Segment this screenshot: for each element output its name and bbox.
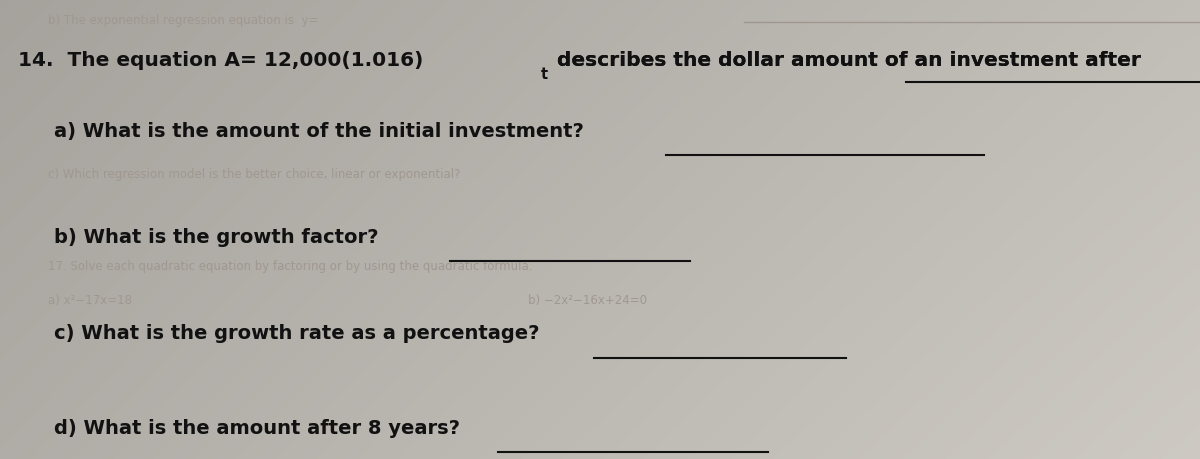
Text: b) The exponential regression equation is  y=: b) The exponential regression equation i… <box>48 14 318 27</box>
Text: c) Which regression model is the better choice, linear or exponential?: c) Which regression model is the better … <box>48 168 461 180</box>
Text: a) What is the amount of the initial investment?: a) What is the amount of the initial inv… <box>54 122 584 140</box>
Text: b) −2x²−16x+24=0: b) −2x²−16x+24=0 <box>528 294 647 307</box>
Text: describes the dollar amount of an investment after: describes the dollar amount of an invest… <box>551 50 1148 69</box>
Text: d) What is the amount after 8 years?: d) What is the amount after 8 years? <box>54 418 460 437</box>
Text: 14.  The equation A= 12,000(1.016): 14. The equation A= 12,000(1.016) <box>18 50 424 69</box>
Text: a) x²−17x=18: a) x²−17x=18 <box>48 294 132 307</box>
Text: c) What is the growth rate as a percentage?: c) What is the growth rate as a percenta… <box>54 324 540 342</box>
Text: describes the dollar amount of an investment after: describes the dollar amount of an invest… <box>551 50 1148 69</box>
Text: 17. Solve each quadratic equation by factoring or by using the quadratic formula: 17. Solve each quadratic equation by fac… <box>48 259 533 272</box>
Text: t: t <box>541 67 548 82</box>
Text: b) What is the growth factor?: b) What is the growth factor? <box>54 227 378 246</box>
